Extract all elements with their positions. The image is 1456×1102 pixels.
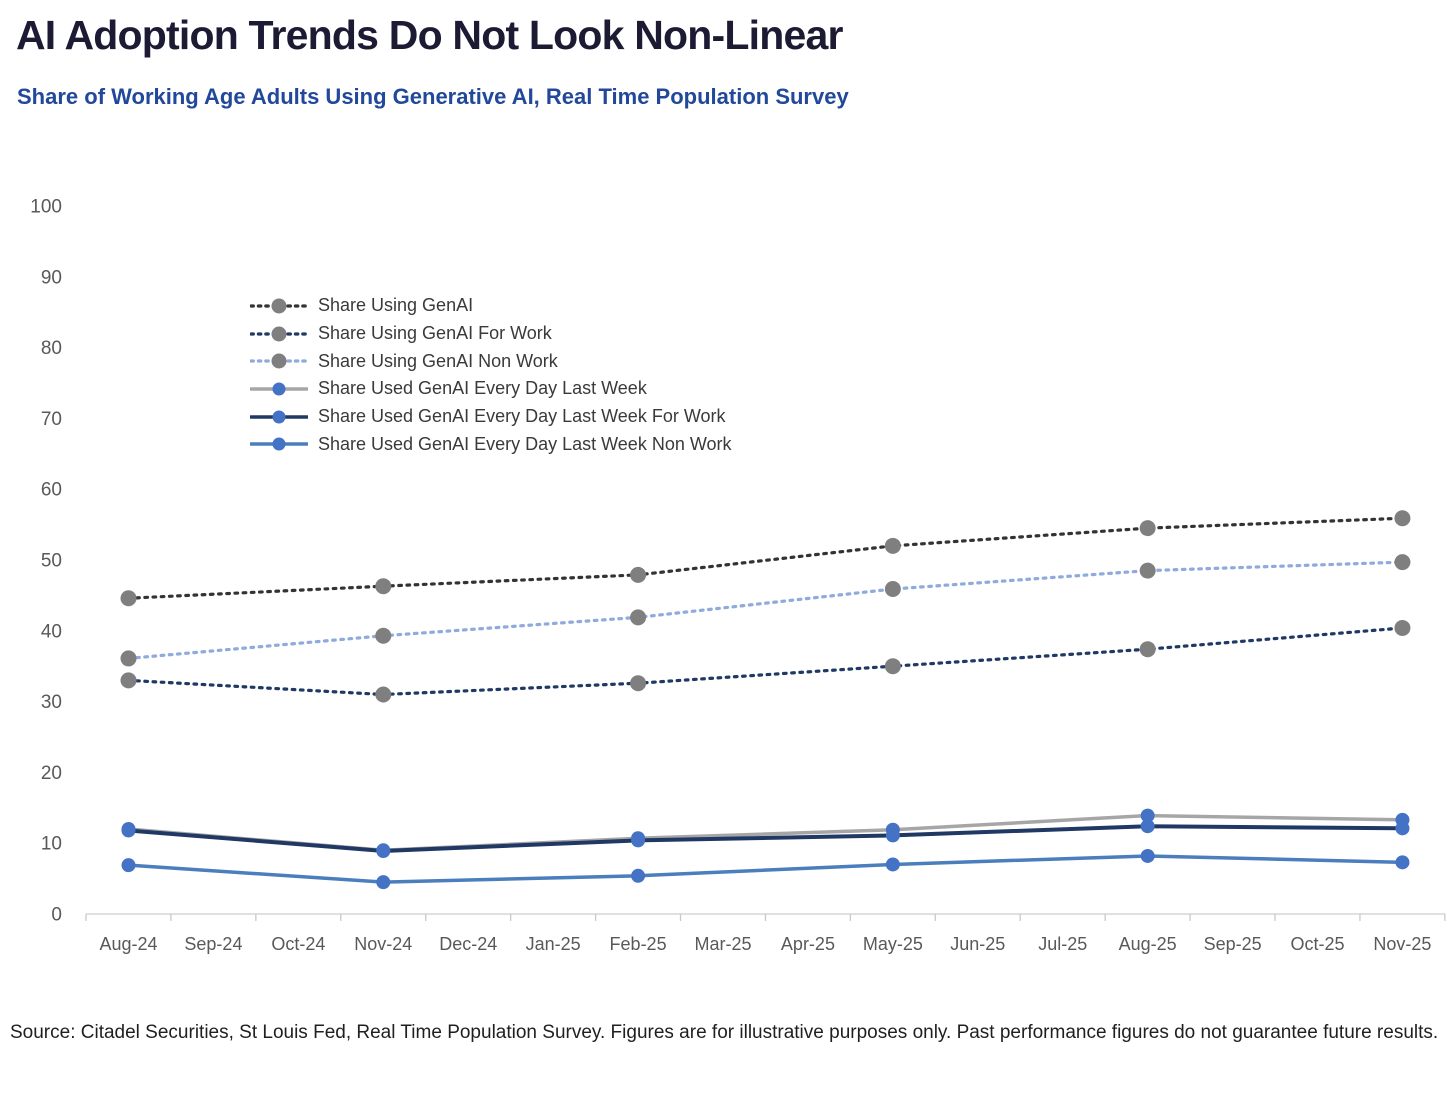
legend-item: Share Used GenAI Every Day Last Week Non… [250, 430, 732, 458]
legend-sample-icon [250, 298, 308, 314]
svg-text:Apr-25: Apr-25 [781, 934, 835, 954]
legend-item: Share Using GenAI Non Work [250, 347, 732, 375]
legend-item-label: Share Used GenAI Every Day Last Week For… [318, 406, 726, 427]
svg-text:Sep-25: Sep-25 [1204, 934, 1262, 954]
legend-sample-icon [250, 410, 308, 424]
legend-item: Share Used GenAI Every Day Last Week For… [250, 403, 732, 431]
legend-item: Share Using GenAI For Work [250, 320, 732, 348]
svg-text:May-25: May-25 [863, 934, 923, 954]
legend-sample-icon [250, 326, 308, 342]
svg-text:90: 90 [41, 267, 62, 288]
legend-item-label: Share Used GenAI Every Day Last Week [318, 378, 647, 399]
legend-sample-icon [250, 382, 308, 396]
svg-text:Jul-25: Jul-25 [1038, 934, 1087, 954]
legend-sample-icon [250, 353, 308, 369]
svg-text:Oct-25: Oct-25 [1291, 934, 1345, 954]
svg-text:60: 60 [41, 480, 62, 501]
svg-text:70: 70 [41, 409, 62, 430]
svg-text:Sep-24: Sep-24 [184, 934, 242, 954]
svg-text:50: 50 [41, 551, 62, 572]
legend-sample-icon [250, 437, 308, 451]
svg-text:Aug-25: Aug-25 [1119, 934, 1177, 954]
chart-legend: Share Using GenAI Share Using GenAI For … [250, 292, 732, 458]
svg-text:Jan-25: Jan-25 [526, 934, 581, 954]
svg-text:100: 100 [30, 197, 62, 218]
legend-item: Share Used GenAI Every Day Last Week [250, 375, 732, 403]
svg-text:40: 40 [41, 621, 62, 642]
svg-text:Nov-24: Nov-24 [354, 934, 412, 954]
line-chart-canvas: 0 10 20 30 40 50 60 70 80 90 100 Aug-24 Sep-24 Oct-24… [30, 197, 1446, 954]
svg-text:Mar-25: Mar-25 [695, 934, 752, 954]
svg-text:30: 30 [41, 692, 62, 713]
svg-text:Feb-25: Feb-25 [610, 934, 667, 954]
legend-item-label: Share Using GenAI Non Work [318, 350, 558, 371]
svg-text:Oct-24: Oct-24 [271, 934, 325, 954]
legend-item-label: Share Used GenAI Every Day Last Week Non… [318, 433, 732, 454]
svg-text:Aug-24: Aug-24 [99, 934, 157, 954]
source-note: Source: Citadel Securities, St Louis Fed… [10, 1022, 1439, 1043]
svg-text:20: 20 [41, 763, 62, 784]
svg-text:80: 80 [41, 338, 62, 359]
svg-text:Nov-25: Nov-25 [1373, 934, 1431, 954]
svg-text:Jun-25: Jun-25 [950, 934, 1005, 954]
legend-item-label: Share Using GenAI For Work [318, 323, 552, 344]
legend-item: Share Using GenAI [250, 292, 732, 320]
svg-text:Dec-24: Dec-24 [439, 934, 497, 954]
svg-text:10: 10 [41, 834, 62, 855]
svg-text:0: 0 [51, 905, 62, 926]
page-title: AI Adoption Trends Do Not Look Non-Linea… [16, 12, 843, 58]
page-subtitle: Share of Working Age Adults Using Genera… [17, 84, 849, 109]
legend-item-label: Share Using GenAI [318, 295, 474, 316]
